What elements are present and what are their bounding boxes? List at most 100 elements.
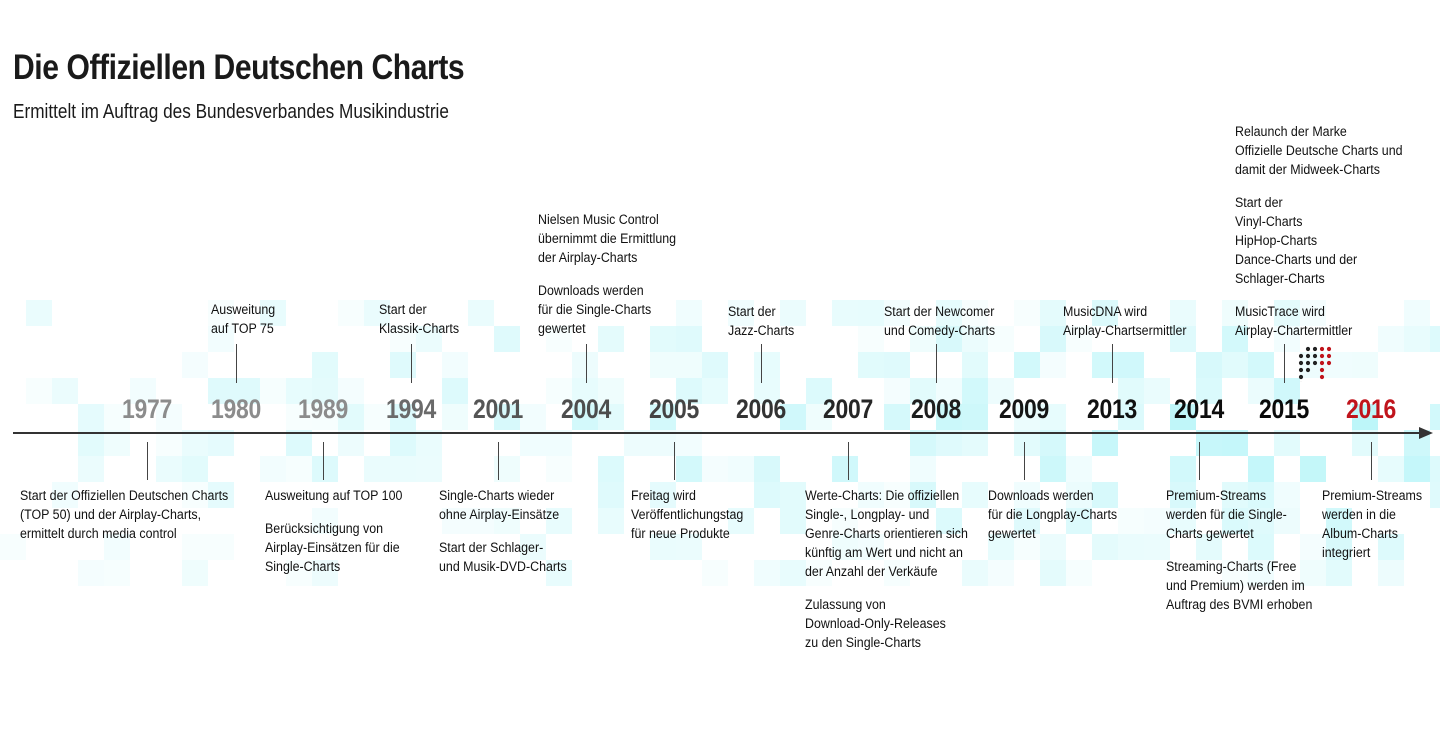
mosaic-tile [676, 378, 702, 404]
mosaic-tile [910, 326, 936, 352]
mosaic-tile [1248, 508, 1274, 534]
mosaic-tile [936, 378, 962, 404]
charts-logo-icon [1298, 346, 1332, 382]
milestone-note-below-2016: Premium-Streams werden in die Album-Char… [1322, 486, 1422, 562]
milestone-text: Premium-Streams werden in die Album-Char… [1322, 488, 1423, 560]
mosaic-tile [1196, 534, 1222, 560]
mosaic-tile [104, 430, 130, 456]
mosaic-tile [1170, 508, 1196, 534]
mosaic-tile [858, 300, 884, 326]
mosaic-tile [104, 560, 130, 586]
mosaic-tile [1014, 404, 1040, 430]
mosaic-tile [260, 300, 286, 326]
mosaic-tile [676, 430, 702, 456]
milestone-note-below-1977: Start der Offiziellen Deutschen Charts (… [20, 486, 228, 543]
mosaic-tile [208, 430, 234, 456]
mosaic-tile [208, 534, 234, 560]
mosaic-tile [806, 560, 832, 586]
mosaic-tile [910, 456, 936, 482]
milestone-text: Start der Newcomer und Comedy-Charts [884, 304, 996, 338]
mosaic-tile [806, 378, 832, 404]
mosaic-tile [988, 326, 1014, 352]
mosaic-tile [182, 456, 208, 482]
connector-tick-2013 [1112, 344, 1113, 383]
mosaic-tile [676, 300, 702, 326]
mosaic-tile [624, 430, 650, 456]
page-title: Die Offiziellen Deutschen Charts [13, 48, 465, 87]
mosaic-tile [936, 404, 962, 430]
mosaic-tile [1352, 430, 1378, 456]
mosaic-tile [1222, 482, 1248, 508]
mosaic-tile [936, 326, 962, 352]
mosaic-tile [182, 560, 208, 586]
mosaic-tile [182, 352, 208, 378]
connector-tick-2016 [1371, 442, 1372, 480]
mosaic-tile [832, 456, 858, 482]
mosaic-tile [1066, 508, 1092, 534]
mosaic-tile [1248, 352, 1274, 378]
connector-tick-2006 [761, 344, 762, 383]
mosaic-tile [910, 378, 936, 404]
mosaic-tile [884, 378, 910, 404]
mosaic-tile [884, 482, 910, 508]
mosaic-tile [962, 378, 988, 404]
mosaic-tile [78, 456, 104, 482]
mosaic-tile [286, 378, 312, 404]
mosaic-tile [520, 404, 546, 430]
year-label-2007: 2007 [822, 394, 874, 424]
year-label-2016: 2016 [1345, 394, 1397, 424]
mosaic-tile [650, 326, 676, 352]
mosaic-tile [26, 300, 52, 326]
connector-tick-2005 [674, 442, 675, 480]
mosaic-tile [832, 300, 858, 326]
mosaic-tile [728, 456, 754, 482]
milestone-text: Start der Klassik-Charts [379, 302, 460, 336]
mosaic-tile [1040, 300, 1066, 326]
mosaic-tile [780, 404, 806, 430]
mosaic-tile [156, 404, 182, 430]
mosaic-tile [1274, 508, 1300, 534]
mosaic-tile [1040, 404, 1066, 430]
mosaic-tile [988, 560, 1014, 586]
milestone-text: Downloads werden für die Longplay-Charts… [988, 488, 1118, 541]
year-label-2014: 2014 [1173, 394, 1225, 424]
mosaic-tile [1430, 482, 1440, 508]
mosaic-tile [520, 534, 546, 560]
mosaic-tile [494, 508, 520, 534]
mosaic-tile [1274, 378, 1300, 404]
mosaic-tile [858, 482, 884, 508]
mosaic-tile [936, 430, 962, 456]
mosaic-tile [182, 430, 208, 456]
mosaic-tile [26, 378, 52, 404]
mosaic-tile [650, 430, 676, 456]
mosaic-tile [1404, 456, 1430, 482]
mosaic-tile [338, 430, 364, 456]
mosaic-tile [1248, 534, 1274, 560]
mosaic-tile [286, 404, 312, 430]
milestone-text: Start der Schlager- und Musik-DVD-Charts [439, 540, 567, 574]
mosaic-tile [1352, 404, 1378, 430]
mosaic-tile [1170, 300, 1196, 326]
mosaic-tile [780, 560, 806, 586]
milestone-note-below-2009: Downloads werden für die Longplay-Charts… [988, 486, 1117, 543]
mosaic-tile [416, 456, 442, 482]
mosaic-tile [286, 456, 312, 482]
milestone-text: Single-Charts wieder ohne Airplay-Einsät… [439, 488, 560, 522]
mosaic-tile [390, 456, 416, 482]
milestone-note-above-2013: MusicDNA wird Airplay-Chartsermittler [1063, 302, 1187, 340]
mosaic-tile [364, 300, 390, 326]
mosaic-tile [1274, 482, 1300, 508]
mosaic-tile [338, 378, 364, 404]
mosaic-tile [1040, 560, 1066, 586]
mosaic-tile [390, 430, 416, 456]
mosaic-tile [1274, 326, 1300, 352]
mosaic-tile [1378, 534, 1404, 560]
mosaic-tile [1248, 456, 1274, 482]
connector-tick-1980 [236, 344, 237, 383]
mosaic-tile [338, 300, 364, 326]
connector-tick-2014 [1199, 442, 1200, 480]
milestone-note-below-2007: Werte-Charts: Die offiziellen Single-, L… [805, 486, 968, 652]
mosaic-tile [1066, 560, 1092, 586]
mosaic-tile [1040, 534, 1066, 560]
milestone-text: MusicTrace wird Airplay-Chartermittler [1235, 304, 1353, 338]
